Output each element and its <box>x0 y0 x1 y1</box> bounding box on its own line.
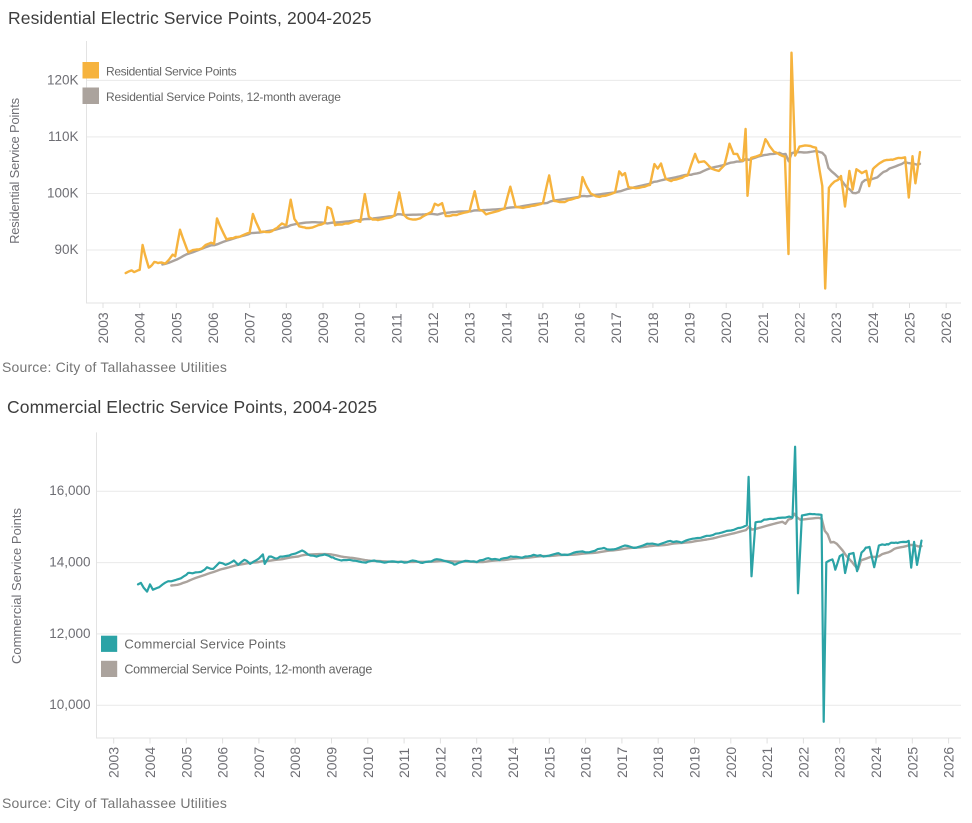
svg-text:2026: 2026 <box>941 747 957 778</box>
svg-text:2026: 2026 <box>938 312 954 343</box>
svg-text:2003: 2003 <box>106 747 122 778</box>
svg-text:2015: 2015 <box>535 312 551 343</box>
svg-text:2020: 2020 <box>723 747 739 778</box>
svg-text:2007: 2007 <box>242 312 258 343</box>
svg-text:2015: 2015 <box>541 747 557 778</box>
svg-text:2022: 2022 <box>792 312 808 343</box>
svg-text:2023: 2023 <box>832 747 848 778</box>
svg-text:10,000: 10,000 <box>49 697 90 712</box>
svg-text:2008: 2008 <box>287 747 303 778</box>
svg-text:Residential Service Points: Residential Service Points <box>7 97 22 244</box>
svg-text:2025: 2025 <box>904 747 920 778</box>
svg-text:2012: 2012 <box>425 312 441 343</box>
svg-text:Commercial Service Points: Commercial Service Points <box>124 636 286 651</box>
svg-text:2008: 2008 <box>278 312 294 343</box>
svg-text:2005: 2005 <box>168 312 184 343</box>
svg-text:2011: 2011 <box>388 313 404 343</box>
svg-text:Commercial Service Points, 12-: Commercial Service Points, 12-month aver… <box>124 663 372 677</box>
svg-text:2017: 2017 <box>608 312 624 343</box>
svg-text:2009: 2009 <box>315 312 331 343</box>
svg-text:2013: 2013 <box>462 312 478 343</box>
svg-text:2018: 2018 <box>650 747 666 778</box>
svg-text:2009: 2009 <box>324 747 340 778</box>
svg-text:2025: 2025 <box>902 312 918 343</box>
svg-text:110K: 110K <box>48 129 79 144</box>
svg-text:2019: 2019 <box>687 747 703 778</box>
svg-text:2024: 2024 <box>865 312 881 343</box>
svg-text:2016: 2016 <box>572 312 588 343</box>
svg-text:2003: 2003 <box>95 312 111 343</box>
svg-text:2014: 2014 <box>505 747 521 778</box>
svg-text:2006: 2006 <box>205 312 221 343</box>
svg-text:2024: 2024 <box>868 747 884 778</box>
svg-text:2017: 2017 <box>614 747 630 778</box>
svg-text:2020: 2020 <box>718 312 734 343</box>
svg-text:2010: 2010 <box>352 312 368 343</box>
svg-text:2007: 2007 <box>251 747 267 778</box>
svg-text:2021: 2021 <box>755 312 771 343</box>
svg-text:100K: 100K <box>47 185 79 200</box>
svg-text:2005: 2005 <box>178 747 194 778</box>
svg-text:Commercial Service Points: Commercial Service Points <box>9 507 24 664</box>
svg-text:16,000: 16,000 <box>49 483 90 498</box>
svg-text:2012: 2012 <box>432 747 448 778</box>
svg-text:Residential Service Points: Residential Service Points <box>106 65 237 79</box>
svg-text:2021: 2021 <box>759 747 775 778</box>
svg-text:120K: 120K <box>47 72 79 87</box>
svg-text:2014: 2014 <box>498 312 514 343</box>
svg-text:2018: 2018 <box>645 312 661 343</box>
svg-text:2016: 2016 <box>578 747 594 778</box>
svg-text:2004: 2004 <box>142 747 158 778</box>
svg-text:2010: 2010 <box>360 747 376 778</box>
svg-text:Residential Service Points, 12: Residential Service Points, 12-month ave… <box>106 90 341 104</box>
svg-text:2023: 2023 <box>828 312 844 343</box>
svg-text:2022: 2022 <box>795 747 811 778</box>
svg-text:12,000: 12,000 <box>49 626 90 641</box>
svg-text:14,000: 14,000 <box>49 555 90 570</box>
svg-text:2004: 2004 <box>132 312 148 343</box>
svg-text:2006: 2006 <box>215 747 231 778</box>
svg-text:2019: 2019 <box>682 312 698 343</box>
svg-text:90K: 90K <box>54 242 78 257</box>
svg-text:2011: 2011 <box>396 748 412 778</box>
svg-text:2013: 2013 <box>469 747 485 778</box>
